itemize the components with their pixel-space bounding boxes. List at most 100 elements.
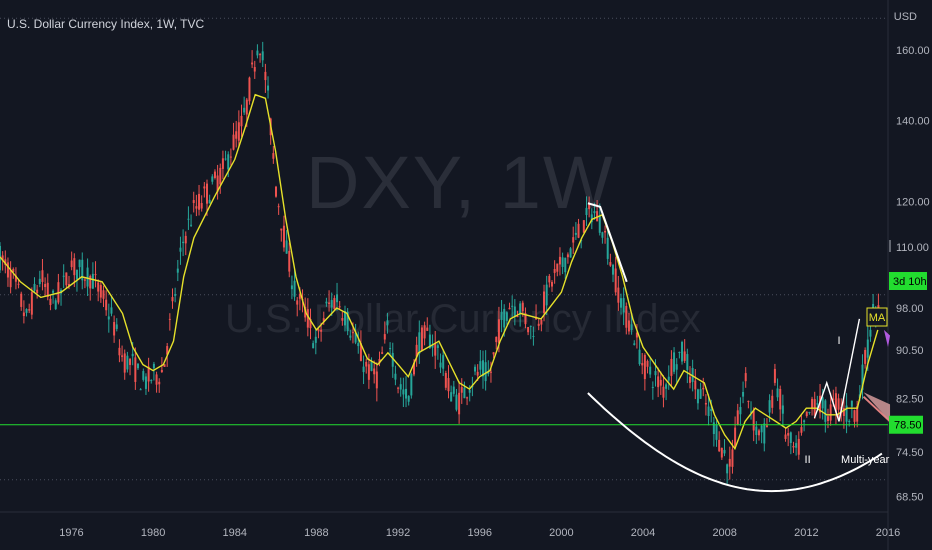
candle-body	[30, 292, 33, 315]
candle-body	[641, 363, 644, 366]
time-tick-label: 1984	[223, 527, 247, 539]
candle-body	[195, 206, 198, 209]
ma-tag-label: MA	[869, 312, 886, 324]
candle-body	[9, 270, 12, 288]
candle-body	[397, 387, 400, 389]
candle-body	[288, 250, 291, 272]
candle-body	[704, 402, 707, 405]
candle-body	[622, 298, 625, 313]
candle-body	[221, 158, 224, 169]
moving-average-line	[0, 93, 879, 451]
candle-body	[511, 305, 514, 307]
candle-body	[726, 464, 729, 474]
candle-body	[198, 193, 201, 210]
candle-body	[200, 203, 203, 209]
candle-body	[91, 273, 94, 289]
candle-body	[505, 312, 508, 321]
candle-body	[617, 287, 620, 303]
candle-body	[383, 334, 386, 340]
projection-wedge	[863, 392, 891, 422]
candle-body	[564, 257, 567, 273]
candle-body	[779, 388, 782, 410]
candle-body	[734, 427, 737, 447]
time-tick-label: 1980	[141, 527, 165, 539]
candle-body	[691, 367, 694, 382]
candle-body	[848, 420, 851, 422]
candle-body	[633, 343, 636, 345]
candle-body	[508, 307, 511, 310]
candle-body	[718, 439, 721, 452]
candle-body	[765, 425, 768, 428]
time-tick-label: 1992	[386, 527, 410, 539]
candle-body	[205, 183, 208, 204]
candle-body	[497, 319, 500, 344]
candle-body	[638, 349, 641, 365]
candle-body	[869, 329, 872, 337]
candle-body	[789, 432, 792, 443]
candle-body	[129, 358, 132, 365]
candle-body	[211, 176, 214, 182]
candle-body	[500, 311, 503, 321]
peak-trend-drawing	[587, 202, 628, 283]
candle-body	[62, 275, 65, 277]
candle-body	[755, 426, 758, 435]
candle-body	[38, 278, 41, 285]
candle-body	[229, 156, 232, 158]
candle-body	[351, 332, 354, 334]
candle-body	[423, 325, 426, 339]
candle-body	[174, 294, 177, 296]
candle-body	[811, 398, 814, 408]
candle-body	[845, 405, 848, 422]
candle-body	[771, 395, 774, 408]
candle-body	[139, 389, 142, 391]
cup-arc-drawing	[587, 392, 883, 493]
candle-body	[428, 334, 431, 348]
candle-body	[94, 274, 97, 276]
candle-body	[678, 351, 681, 353]
candle-body	[760, 425, 763, 433]
candle-body	[715, 424, 718, 440]
countdown-tag	[889, 272, 927, 290]
candle-body	[768, 400, 771, 413]
candle-body	[588, 203, 591, 210]
candle-body	[516, 316, 519, 318]
candle-body	[155, 374, 158, 385]
candle-body	[434, 343, 437, 356]
time-tick-label: 1976	[59, 527, 83, 539]
candle-body	[667, 376, 670, 381]
candle-body	[293, 280, 296, 297]
wave-marker-2: II	[805, 454, 811, 466]
candle-body	[604, 230, 607, 233]
candle-body	[22, 312, 25, 317]
candle-body	[593, 211, 596, 214]
time-tick-label: 2004	[631, 527, 655, 539]
support-price-label: 78.50	[894, 420, 922, 432]
candle-body	[609, 262, 612, 266]
candle-body	[232, 134, 235, 150]
candle-body	[582, 220, 585, 233]
candles-group	[0, 41, 880, 486]
candle-body	[365, 361, 368, 367]
candle-body	[675, 364, 678, 370]
candle-body	[742, 391, 745, 397]
candle-body	[662, 386, 665, 398]
price-tick-label: 110.00	[896, 242, 929, 254]
candle-body	[630, 324, 633, 331]
candle-body	[699, 389, 702, 399]
candle-body	[375, 371, 378, 389]
wave-drawing	[813, 318, 861, 422]
candle-body	[418, 332, 421, 354]
time-tick-label: 2000	[549, 527, 573, 539]
candle-body	[282, 225, 285, 248]
candle-body	[312, 343, 315, 349]
candle-body	[787, 433, 790, 436]
candle-body	[492, 352, 495, 355]
candle-body	[20, 293, 23, 307]
candle-body	[442, 355, 445, 369]
candle-body	[389, 347, 392, 350]
candle-body	[537, 323, 540, 326]
candle-body	[54, 300, 57, 310]
candle-body	[696, 389, 699, 404]
